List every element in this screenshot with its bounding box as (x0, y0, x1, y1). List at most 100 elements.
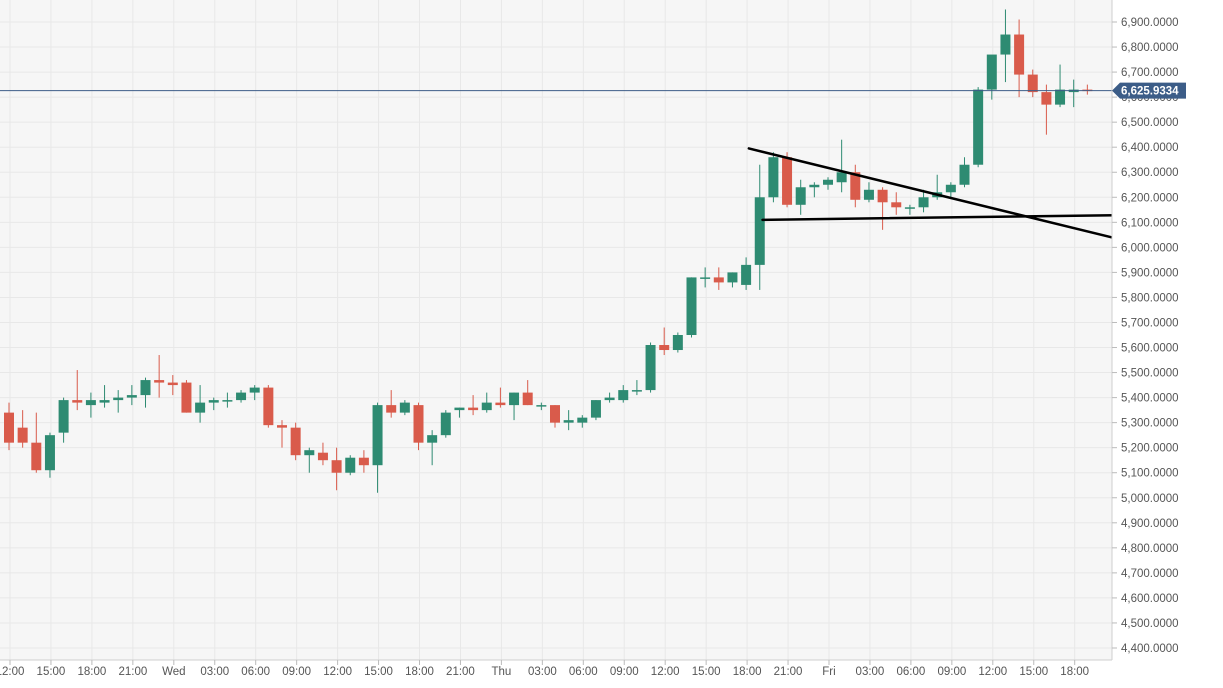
candle-body (413, 405, 424, 443)
candle-body (877, 189, 888, 203)
candle (823, 177, 833, 190)
candle-body (836, 172, 847, 183)
candle-body (536, 405, 547, 407)
candle (72, 370, 83, 411)
x-tick-label: 18:00 (405, 666, 434, 678)
trendline[interactable] (747, 147, 1149, 248)
candle-body (590, 400, 601, 418)
y-tick-label: 5,400.0000 (1121, 393, 1179, 405)
candle-body (823, 179, 833, 185)
candle-body (754, 197, 765, 265)
x-tick-label: 15:00 (37, 666, 66, 678)
candle (113, 390, 124, 413)
candle-body (645, 345, 656, 391)
candle-body (345, 457, 356, 473)
trendlines (747, 147, 1149, 248)
x-tick-label: 12:00 (978, 666, 1007, 678)
x-axis-panel[interactable] (0, 660, 1112, 688)
y-tick-label: 5,700.0000 (1121, 317, 1179, 329)
candle (863, 182, 874, 203)
candle-body (577, 417, 588, 423)
candle-body (741, 264, 752, 285)
x-tick-label: 21:00 (774, 666, 803, 678)
candle (454, 407, 465, 418)
candle-body (31, 442, 42, 471)
candle (481, 392, 492, 413)
candle (1027, 69, 1038, 98)
candle (904, 204, 915, 215)
candle-body (427, 435, 438, 443)
candle-body (959, 164, 970, 185)
candle (809, 182, 820, 198)
candle (1055, 64, 1066, 108)
candle (4, 402, 14, 451)
candle (345, 455, 356, 476)
candle (140, 377, 151, 408)
candle (509, 392, 520, 421)
candle (973, 87, 984, 168)
candle-body (277, 425, 287, 428)
candle-body (495, 402, 506, 406)
candle (768, 152, 779, 203)
candle (877, 187, 888, 230)
candle (891, 192, 902, 215)
y-tick-label: 4,700.0000 (1121, 568, 1179, 580)
candle-body (17, 427, 28, 443)
grid (0, 0, 1112, 660)
candle-body (768, 157, 779, 198)
y-tick-label: 5,000.0000 (1121, 493, 1179, 505)
x-tick-label: 03:00 (528, 666, 557, 678)
x-tick-label: 09:00 (282, 666, 311, 678)
candle-body (904, 207, 915, 209)
candle (550, 405, 560, 428)
x-tick-label: 15:00 (364, 666, 393, 678)
y-axis-panel[interactable] (1112, 0, 1223, 688)
x-tick-label: 21:00 (446, 666, 475, 678)
candle-body (509, 392, 520, 406)
candle (1014, 19, 1025, 98)
trendline[interactable] (761, 213, 1149, 222)
candle (317, 442, 328, 466)
y-tick-label: 6,700.0000 (1121, 67, 1179, 79)
current-price-label: 6,625.9334 (1112, 82, 1186, 99)
candle (577, 415, 588, 428)
candle (741, 257, 752, 290)
y-tick-label: 4,500.0000 (1121, 618, 1179, 630)
current-price-label-text: 6,625.9334 (1121, 86, 1179, 98)
x-tick-label: Thu (491, 666, 511, 678)
x-tick-label: 06:00 (569, 666, 598, 678)
y-tick-label: 6,900.0000 (1121, 17, 1179, 29)
x-tick-label: 03:00 (856, 666, 885, 678)
candle-body (1027, 74, 1038, 93)
candle-body (618, 390, 629, 401)
candle-body (181, 382, 192, 413)
candle (440, 410, 451, 438)
candle (618, 385, 629, 403)
candle-body (195, 402, 206, 413)
x-tick-label: Wed (162, 666, 185, 678)
y-tick-label: 6,000.0000 (1121, 242, 1179, 254)
candle-body (686, 277, 697, 335)
candle-body (440, 412, 451, 436)
candle-body (454, 407, 465, 411)
candle (85, 392, 96, 418)
candle-body (140, 380, 151, 396)
candle (249, 385, 260, 401)
candle-body (659, 345, 670, 351)
candle-body (891, 202, 902, 208)
candle (945, 182, 956, 198)
candle-body (1014, 34, 1025, 75)
candle (563, 410, 574, 431)
candle-body (331, 460, 342, 473)
y-tick-label: 5,600.0000 (1121, 343, 1179, 355)
x-tick-label: 18:00 (733, 666, 762, 678)
candle (659, 327, 670, 356)
y-tick-label: 5,300.0000 (1121, 418, 1179, 430)
candle (700, 267, 711, 288)
plot-background (0, 0, 1112, 660)
candle (468, 395, 479, 416)
candle-body (727, 272, 738, 283)
candle (399, 400, 410, 416)
candle (986, 54, 997, 100)
